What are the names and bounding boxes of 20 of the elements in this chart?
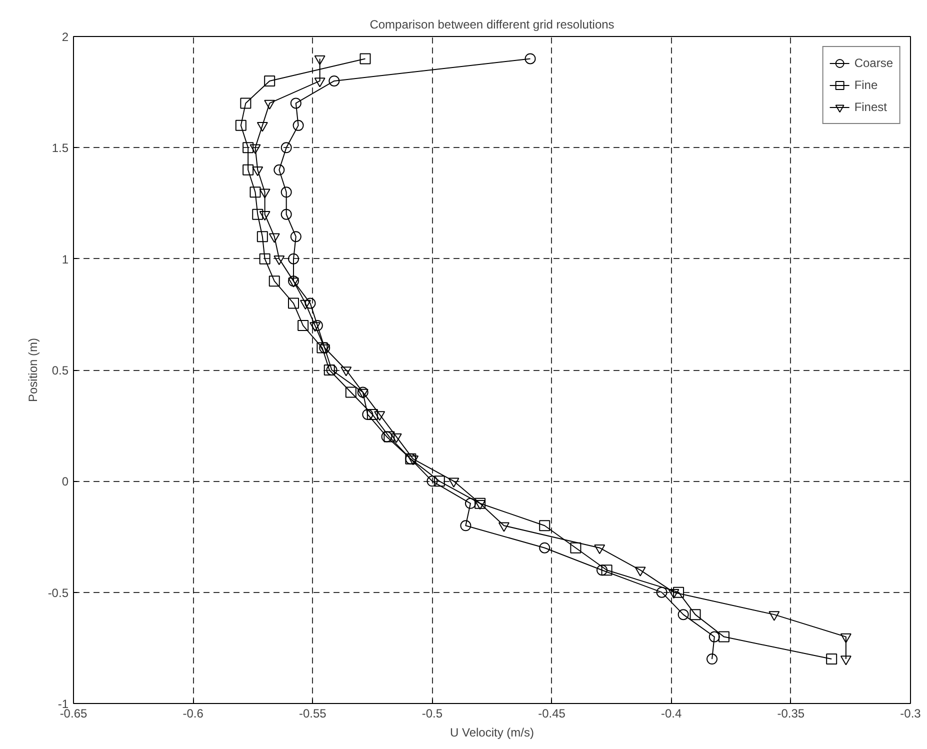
x-tick-label: -0.5 <box>422 706 443 720</box>
legend-label: Fine <box>854 78 878 92</box>
x-tick-label: -0.6 <box>182 706 204 720</box>
x-tick-label: -0.55 <box>298 706 327 720</box>
y-tick-label: 1 <box>62 252 69 266</box>
y-tick-label: 0.5 <box>52 364 69 378</box>
x-tick-label: -0.4 <box>661 706 682 720</box>
y-tick-label: -0.5 <box>48 586 69 600</box>
y-axis-title: Position (m) <box>26 338 40 402</box>
x-tick-label: -0.65 <box>60 706 88 720</box>
legend-label: Coarse <box>854 56 893 70</box>
y-tick-label: 2 <box>62 30 69 44</box>
x-tick-label: -0.3 <box>900 706 922 720</box>
legend-label: Finest <box>854 100 887 114</box>
x-axis-title: U Velocity (m/s) <box>450 726 534 740</box>
x-tick-label: -0.45 <box>538 706 566 720</box>
x-tick-label: -0.35 <box>777 706 805 720</box>
chart-title: Comparison between different grid resolutions <box>370 18 614 32</box>
y-tick-label: 0 <box>62 474 69 489</box>
y-tick-label: 1.5 <box>52 141 69 156</box>
